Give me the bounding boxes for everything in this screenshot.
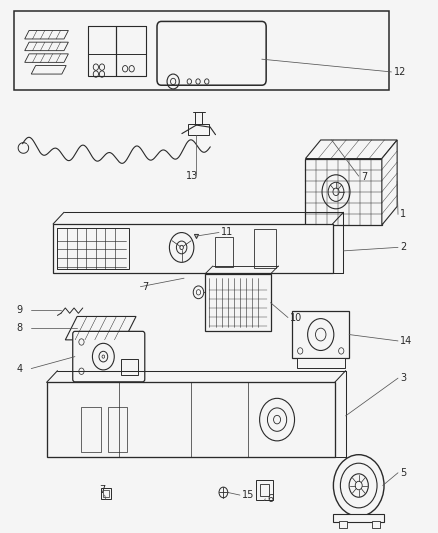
Text: 10: 10 — [290, 312, 302, 322]
Text: 1: 1 — [400, 209, 406, 220]
Bar — [53, 224, 332, 273]
Bar — [188, 124, 209, 135]
Bar — [101, 488, 111, 499]
Bar — [46, 382, 335, 457]
Bar — [81, 407, 101, 451]
Text: 7: 7 — [143, 282, 149, 292]
Bar — [88, 26, 117, 54]
Text: 5: 5 — [400, 468, 406, 478]
Bar — [372, 521, 380, 528]
Polygon shape — [65, 317, 136, 340]
Text: 12: 12 — [394, 67, 406, 77]
Text: 8: 8 — [16, 323, 22, 333]
Text: 3: 3 — [400, 373, 406, 383]
Polygon shape — [382, 140, 397, 225]
Text: 11: 11 — [221, 228, 233, 238]
Bar — [108, 407, 127, 451]
Text: 9: 9 — [16, 305, 22, 315]
Bar — [297, 358, 345, 368]
Bar — [57, 228, 129, 269]
Bar — [254, 229, 276, 268]
FancyBboxPatch shape — [73, 332, 145, 382]
Bar — [117, 26, 146, 54]
Bar — [103, 490, 109, 497]
Bar — [333, 514, 384, 522]
Text: 4: 4 — [16, 364, 22, 374]
Text: 14: 14 — [400, 336, 413, 346]
Bar — [292, 311, 349, 358]
Circle shape — [349, 474, 368, 497]
Bar — [256, 480, 273, 500]
Bar — [117, 26, 146, 76]
Bar — [121, 359, 138, 375]
Bar — [215, 237, 233, 266]
Bar — [339, 521, 347, 528]
Bar — [305, 159, 382, 225]
Text: 13: 13 — [186, 171, 198, 181]
Text: 6: 6 — [267, 494, 273, 504]
Circle shape — [333, 455, 384, 516]
Text: 15: 15 — [242, 490, 254, 500]
Text: 7: 7 — [99, 485, 106, 495]
Text: 7: 7 — [361, 172, 367, 182]
Bar — [260, 484, 269, 496]
Bar — [88, 26, 117, 76]
Polygon shape — [305, 140, 397, 159]
Bar — [14, 11, 389, 90]
Bar — [205, 274, 271, 332]
Text: 2: 2 — [400, 243, 406, 252]
